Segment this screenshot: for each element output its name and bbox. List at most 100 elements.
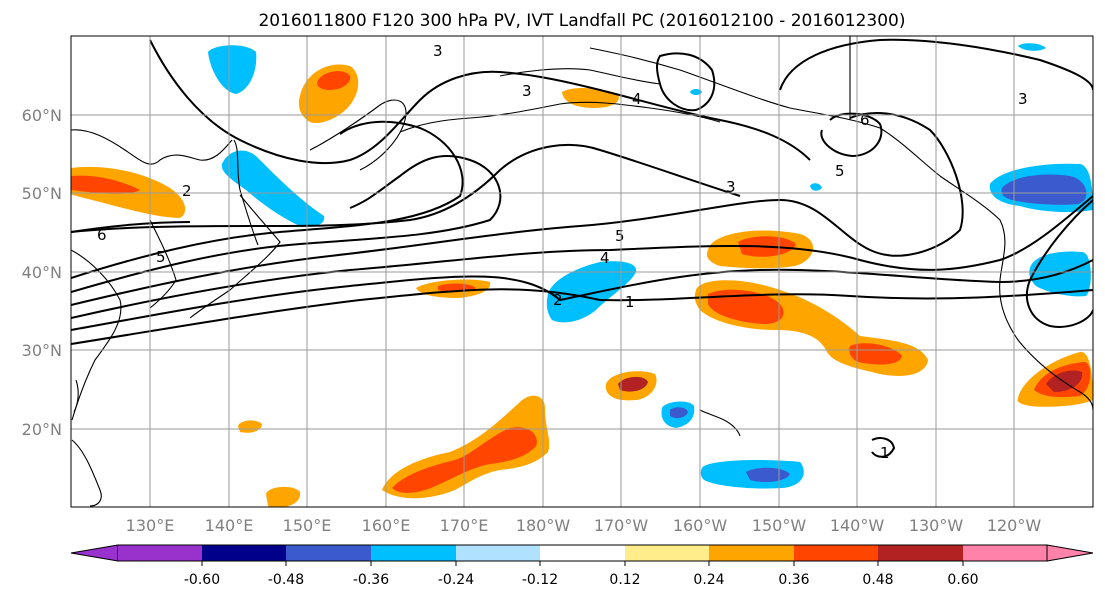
lon-label: 170°E [440, 516, 489, 535]
positive-anomaly-160w-25n-core [618, 376, 648, 392]
coastline-alaska [589, 47, 941, 177]
colorbar-tick-label: -0.36 [353, 572, 389, 588]
contour-label-6-east: 6 [860, 111, 870, 129]
positive-anomaly-small-12n [266, 487, 301, 507]
positive-anomaly-150w-35n-core [708, 289, 784, 325]
coastline-hawaii [699, 409, 741, 437]
positive-anomaly-japan-sea-core [71, 175, 140, 194]
pv-contour-3a [71, 112, 964, 306]
colorbar-segment [878, 545, 963, 561]
pv-contour-4 [71, 155, 502, 293]
coastline-china-east [71, 249, 122, 421]
contour-label-6: 6 [97, 226, 107, 244]
lon-label: 140°E [205, 516, 254, 535]
lat-label: 40°N [22, 263, 62, 282]
colorbar: -0.60 -0.48 -0.36 -0.24 -0.12 0.12 0.24 … [70, 544, 1094, 588]
colorbar-segment [371, 545, 456, 561]
lat-label: 20°N [22, 420, 62, 439]
lat-labels: 20°N 30°N 40°N 50°N 60°N [22, 106, 62, 439]
contour-label-3-east: 3 [1018, 90, 1028, 108]
coastline-aleutians [399, 101, 721, 133]
coastline-bc [939, 175, 1006, 281]
pv-contour-alaska-high [779, 38, 1093, 91]
colorbar-tick-label: 0.12 [609, 572, 640, 588]
positive-anomaly-140w-32n-core [849, 343, 902, 365]
contour-label-5-east: 5 [835, 162, 845, 180]
colorbar-segment [963, 545, 1047, 561]
colorbar-segment [625, 545, 709, 561]
colorbar-tick-label: -0.12 [522, 572, 558, 588]
negative-anomaly-okhotsk [208, 45, 257, 94]
colorbar-tick-label: 0.24 [693, 572, 724, 588]
colorbar-extend-min [70, 544, 119, 562]
lon-labels: 130°E 140°E 150°E 160°E 170°E 180°W 170°… [126, 516, 1042, 535]
lon-label: 160°W [673, 516, 728, 535]
contour-labels: 2 6 5 3 3 4 3 5 4 2 1 5 6 3 1 [97, 42, 1028, 462]
lon-label: 170°W [594, 516, 649, 535]
coastline-alaska-west [499, 68, 661, 85]
negative-anomaly-small-alaska [690, 89, 702, 95]
pv-contour-east-trough [1025, 199, 1093, 328]
contour-label-3-aleutian: 3 [522, 82, 532, 100]
lon-label: 150°E [283, 516, 332, 535]
colorbar-tick-label: -0.24 [438, 572, 474, 588]
negative-anomaly-small-top [1018, 43, 1046, 51]
colorbar-tick-label: 0.36 [778, 572, 809, 588]
negative-anomaly-dateline-38n [546, 261, 637, 323]
colorbar-segment [286, 545, 371, 561]
positive-anomaly-small-20n [238, 420, 262, 433]
contour-label-5-west: 5 [156, 248, 166, 266]
lon-label: 140°W [830, 516, 885, 535]
lon-label: 120°W [987, 516, 1042, 535]
gridlines [71, 36, 1093, 507]
pv-contour-5 [71, 120, 464, 279]
contour-label-3-mid: 3 [726, 178, 736, 196]
contour-label-2-west: 2 [182, 182, 192, 200]
shading-layer [71, 43, 1093, 507]
pv-contour-1 [71, 288, 1093, 345]
contour-label-5-mid: 5 [615, 227, 625, 245]
negative-anomaly-kuril [221, 150, 325, 227]
contour-label-2-mid: 2 [553, 291, 563, 309]
colorbar-segment [118, 545, 202, 561]
colorbar-ticks [201, 561, 964, 566]
colorbar-tick-label: -0.48 [268, 572, 304, 588]
pv-contours [71, 38, 1093, 458]
colorbar-tick-labels: -0.60 -0.48 -0.36 -0.24 -0.12 0.12 0.24 … [184, 572, 979, 588]
colorbar-segment [709, 545, 794, 561]
colorbar-tick-label: -0.60 [184, 572, 220, 588]
negative-anomaly-hawaii-22n-core [670, 407, 688, 419]
colorbar-segment [540, 545, 625, 561]
positive-anomaly-core [317, 71, 351, 90]
coastline-kamchatka [309, 99, 407, 171]
contour-label-4-mid: 4 [600, 249, 610, 267]
negative-anomaly-small-50n [810, 183, 822, 191]
coastline-sakhalin [233, 139, 259, 246]
colorbar-tick-label: 0.48 [862, 572, 893, 588]
coastlines [71, 36, 1093, 507]
contour-label-4-aleutian: 4 [632, 90, 642, 108]
pv-contour-2a [71, 259, 1093, 331]
colorbar-extend-max [1046, 544, 1094, 562]
map-panel: 2 6 5 3 3 4 3 5 4 2 1 5 6 3 1 [22, 35, 1094, 535]
pv-contour-small-loop [871, 437, 896, 458]
lon-label: 130°E [126, 516, 175, 535]
lon-label: 150°W [752, 516, 807, 535]
coastline-taiwan [73, 379, 79, 413]
lat-label: 60°N [22, 106, 62, 125]
colorbar-segment [456, 545, 540, 561]
pv-contour-6 [71, 221, 191, 233]
coastline-asia-north [71, 129, 233, 165]
colorbar-tick-label: 0.60 [947, 572, 978, 588]
lon-label: 180°W [516, 516, 571, 535]
colorbar-segment [794, 545, 878, 561]
map-frame [70, 35, 1094, 508]
figure-title: 2016011800 F120 300 hPa PV, IVT Landfall… [258, 11, 905, 31]
lon-label: 130°W [909, 516, 964, 535]
contour-label-3-north: 3 [433, 42, 443, 60]
contour-label-1: 1 [625, 293, 635, 311]
lat-label: 50°N [22, 184, 62, 203]
coastline-japan [189, 194, 281, 319]
pv-contour-upper-left [149, 39, 811, 165]
pv-contour-3b [71, 144, 741, 233]
